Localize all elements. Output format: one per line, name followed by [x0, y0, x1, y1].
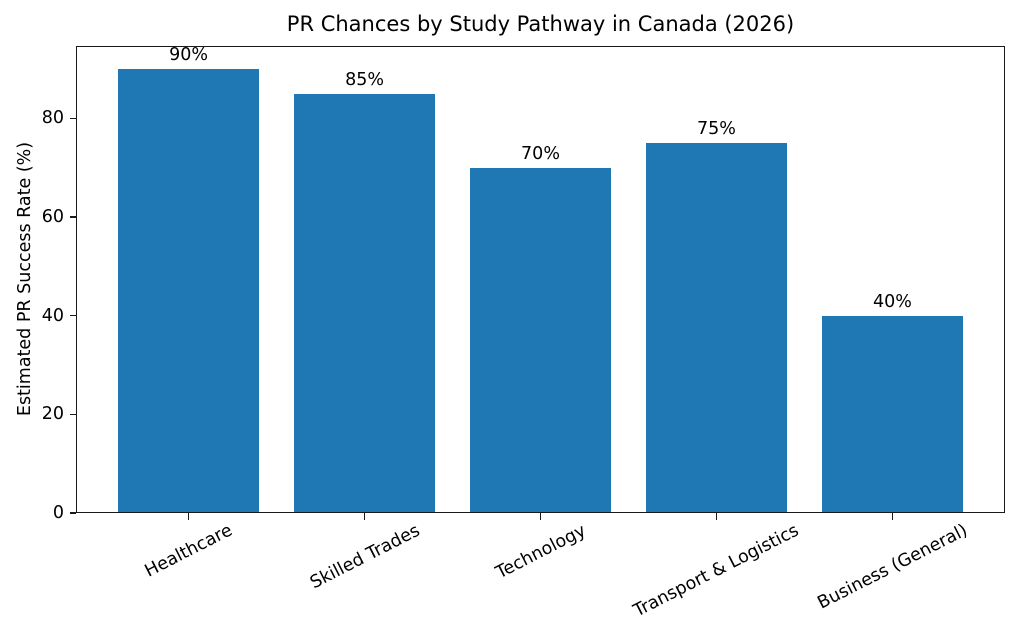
x-tick-label: Skilled Trades: [306, 520, 423, 593]
bar: [118, 69, 259, 513]
bar: [822, 315, 963, 513]
y-tick-mark: [69, 216, 76, 218]
x-tick-label: Transport & Logistics: [630, 520, 803, 622]
bar: [646, 143, 787, 513]
bar-value-label: 70%: [521, 143, 560, 164]
bar-value-label: 85%: [345, 69, 384, 90]
x-tick-label: Business (General): [814, 520, 971, 614]
x-tick-label: Healthcare: [141, 520, 236, 582]
y-tick-label: 20: [41, 404, 64, 425]
y-tick-label: 0: [52, 503, 64, 523]
y-axis-label: Estimated PR Success Rate (%): [15, 141, 35, 417]
bar: [294, 93, 435, 513]
y-tick-label: 80: [41, 108, 64, 129]
plot-area: [76, 46, 1005, 513]
x-tick-mark: [187, 513, 190, 520]
bar-value-label: 40%: [872, 291, 912, 312]
bar: [470, 167, 611, 513]
x-tick-mark: [715, 513, 718, 520]
bar-value-label: 75%: [696, 119, 736, 140]
chart-title: PR Chances by Study Pathway in Canada (2…: [286, 12, 795, 36]
y-tick-label: 60: [41, 207, 64, 228]
x-tick-mark: [539, 513, 542, 520]
y-tick-mark: [69, 413, 76, 416]
x-tick-mark: [363, 513, 366, 520]
x-tick-mark: [891, 513, 894, 520]
y-tick-label: 40: [41, 305, 64, 326]
y-tick-mark: [69, 315, 76, 317]
y-tick-mark: [69, 512, 76, 514]
y-tick-mark: [69, 117, 76, 120]
x-tick-label: Technology: [492, 520, 589, 583]
bar-value-label: 90%: [169, 45, 209, 66]
